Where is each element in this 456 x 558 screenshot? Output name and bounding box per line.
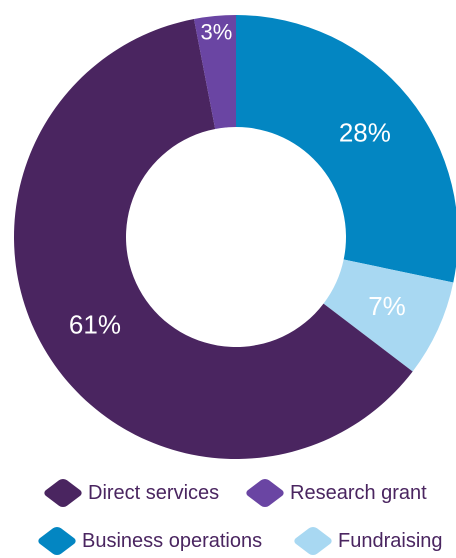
legend-label-direct-services: Direct services bbox=[88, 481, 220, 504]
legend-label-business-operations: Business operations bbox=[82, 529, 263, 552]
slice-label-business-operations: 28% bbox=[339, 117, 391, 147]
slice-direct-services bbox=[13, 19, 413, 459]
legend-swatch-business-operations bbox=[36, 525, 78, 557]
legend-swatch-direct-services bbox=[42, 477, 84, 509]
donut-chart: 28% 7% 61% 3% bbox=[13, 15, 456, 459]
legend-item-fundraising: Fundraising bbox=[292, 525, 443, 557]
legend-swatch-fundraising bbox=[292, 525, 334, 557]
legend-swatch-research-grant bbox=[244, 477, 286, 509]
legend-label-fundraising: Fundraising bbox=[338, 529, 443, 552]
chart-legend: Direct services Research grant Business … bbox=[0, 470, 456, 558]
slice-research-grant bbox=[193, 15, 236, 129]
slice-label-research-grant: 3% bbox=[201, 19, 233, 44]
slice-label-direct-services: 61% bbox=[69, 310, 121, 340]
legend-item-direct-services: Direct services bbox=[42, 477, 220, 509]
legend-label-research-grant: Research grant bbox=[290, 481, 427, 504]
slice-fundraising bbox=[323, 259, 454, 372]
slice-label-fundraising: 7% bbox=[368, 291, 406, 321]
legend-item-business-operations: Business operations bbox=[36, 525, 263, 557]
legend-item-research-grant: Research grant bbox=[244, 477, 427, 509]
slice-business-operations bbox=[236, 15, 456, 283]
